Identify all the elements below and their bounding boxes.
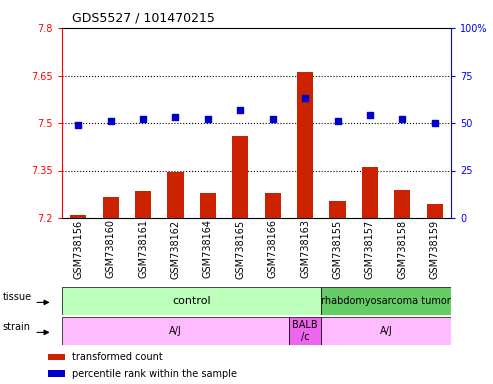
- Bar: [135, 191, 151, 218]
- Point: [431, 120, 439, 126]
- Text: A/J: A/J: [380, 326, 392, 336]
- Bar: [426, 204, 443, 218]
- Bar: [48, 371, 66, 377]
- Bar: [321, 287, 451, 315]
- Text: tissue: tissue: [3, 292, 32, 302]
- Bar: [62, 287, 321, 315]
- Point: [74, 122, 82, 128]
- Point: [172, 114, 179, 120]
- Text: A/J: A/J: [169, 326, 182, 336]
- Text: control: control: [173, 296, 211, 306]
- Bar: [329, 200, 346, 218]
- Text: strain: strain: [3, 322, 31, 332]
- Point: [366, 113, 374, 119]
- Text: percentile rank within the sample: percentile rank within the sample: [72, 369, 237, 379]
- Point: [139, 116, 147, 122]
- Point: [301, 95, 309, 101]
- Bar: [200, 193, 216, 218]
- Text: rhabdomyosarcoma tumor: rhabdomyosarcoma tumor: [321, 296, 451, 306]
- Bar: [103, 197, 119, 218]
- Bar: [48, 354, 66, 360]
- Bar: [321, 317, 451, 345]
- Point: [398, 116, 406, 122]
- Bar: [297, 72, 313, 218]
- Point: [269, 116, 277, 122]
- Bar: [394, 189, 411, 218]
- Text: transformed count: transformed count: [72, 352, 163, 362]
- Point: [106, 118, 114, 124]
- Bar: [362, 167, 378, 218]
- Point: [334, 118, 342, 124]
- Bar: [62, 317, 289, 345]
- Text: BALB
/c: BALB /c: [292, 320, 318, 342]
- Bar: [167, 172, 183, 218]
- Text: GDS5527 / 101470215: GDS5527 / 101470215: [72, 11, 215, 24]
- Bar: [232, 136, 248, 218]
- Bar: [265, 193, 281, 218]
- Point: [204, 116, 212, 122]
- Bar: [289, 317, 321, 345]
- Point: [236, 107, 244, 113]
- Bar: [70, 215, 86, 218]
